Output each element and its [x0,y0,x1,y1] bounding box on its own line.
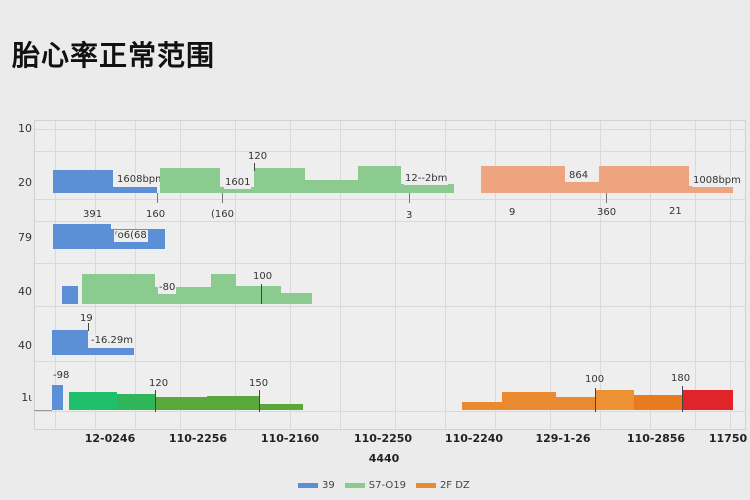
bar-orange-row1-e [634,395,682,410]
x-tick: 110-2856 [626,432,686,445]
tick-label: 3 [406,210,413,221]
legend-label: 39 [322,480,335,491]
bar-label: ʳo6(68 [114,230,148,242]
bar-blue-row40 [62,286,78,304]
bar-label: -16.29m [90,335,134,347]
legend-swatch [415,483,436,488]
bar-green-row20-e [358,166,401,193]
y-tick: 79 [18,231,32,244]
bar-green-row40 [82,274,155,304]
chart-title: 胎心率正常范围 [12,39,216,72]
bar-green-row20 [160,168,220,193]
bar-green-row1-e [259,404,303,410]
bar-green-row1 [69,392,117,410]
bar-label: -98 [53,370,70,381]
bar-green-row20-f [401,184,454,193]
bar-label: 100 [585,374,605,385]
y-tick: 10 [18,122,32,135]
bar-salmon-row20-b [565,182,599,193]
bar-label: 120 [248,151,268,162]
bar-green-row40-e [281,293,312,304]
x-tick: 110-2160 [260,432,320,445]
tick-label: 9 [509,207,516,218]
bar-label: 19 [80,313,93,324]
bar-salmon-row20-d [689,186,733,193]
bar-red-row1 [683,390,733,410]
bar-label: 120 [149,378,169,389]
bar-blue-row79 [53,224,111,249]
y-tick: 20 [18,176,32,189]
bar-blue-row1 [52,385,63,410]
bar-blue-row40b [52,330,88,355]
bar-blue-row40b-step [88,348,134,355]
bar-green-row40-c [211,274,236,304]
tick-label: 360 [597,207,617,218]
bar-green-row20-b [220,187,254,193]
bar-green-row1-c [155,397,207,410]
bar-green-row1-d [207,396,259,410]
legend-label: 2F DZ [439,480,470,491]
x-tick: 12-0246 [84,432,136,445]
bar-green-row20-c [254,168,305,193]
bar-label: 100 [253,271,273,282]
legend-item-blue: 39 [298,480,335,491]
x-tick: 110-2256 [168,432,228,445]
bar-label: 12--2bm [404,173,449,185]
x-sub-label: 4440 [368,452,400,465]
bar-label: 150 [249,378,269,389]
x-tick: 110-2240 [444,432,504,445]
bar-label: -80 [158,282,177,294]
bar-label: 1008bpm [692,175,742,187]
tick-label: (160 [211,209,234,220]
bar-blue-row20 [53,170,113,193]
y-tick: 1ι [21,391,32,404]
legend: 39 S7-O19 2F DZ [298,480,470,491]
y-tick: 40 [18,339,32,352]
legend-item-green: S7-O19 [344,480,406,491]
bar-green-row40-d [236,286,281,304]
bar-orange-row1-d [596,390,634,410]
bar-green-row1-b [117,394,155,410]
bar-label: 180 [671,373,691,384]
tick-label: 21 [669,206,682,217]
bar-label: 864 [568,170,590,182]
bar-label: 1608bpm [116,174,166,186]
bar-salmon-row20 [481,166,565,193]
x-tick: 11750 [708,432,748,445]
legend-swatch [298,483,318,488]
bar-orange-row1 [462,402,502,410]
bar-label: 1601 [224,177,252,189]
bar-green-row20-d [305,180,358,193]
bar-salmon-row20-c [599,166,689,193]
tick-label: 391 [83,209,103,220]
bar-orange-row1-c [556,397,596,410]
bar-orange-row1-b [502,392,556,410]
x-tick: 129-1-26 [535,432,591,445]
legend-swatch [344,483,365,488]
legend-label: S7-O19 [368,480,406,491]
tick-label: 160 [146,209,166,220]
bar-blue-row20-step [113,187,157,193]
legend-item-orange: 2F DZ [415,480,470,491]
x-tick: 110-2250 [353,432,413,445]
y-tick: 40 [18,285,32,298]
